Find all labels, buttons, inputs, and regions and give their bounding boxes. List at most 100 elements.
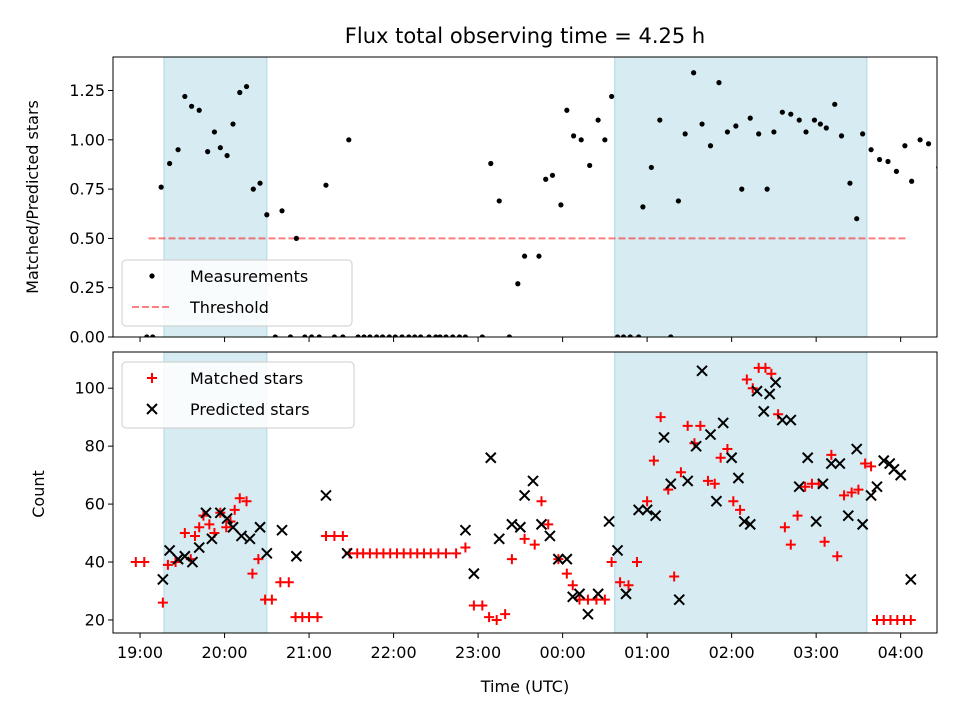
data-point: [620, 588, 632, 600]
data-point: [234, 493, 245, 504]
data-point: [648, 164, 654, 171]
data-point: [316, 334, 322, 337]
data-point: [247, 568, 258, 579]
data-point: [578, 137, 584, 143]
data-point: [945, 133, 950, 138]
data-point: [361, 334, 367, 337]
data-point: [139, 557, 150, 568]
data-point: [655, 412, 666, 423]
data-point: [484, 612, 495, 623]
data-point: [631, 557, 642, 568]
data-point: [771, 129, 777, 135]
data-point: [810, 515, 822, 528]
data-point: [304, 612, 315, 623]
data-point: [764, 186, 770, 192]
data-point: [657, 117, 663, 123]
data-point: [739, 186, 745, 192]
data-point: [500, 609, 511, 620]
data-point: [172, 553, 184, 565]
data-point: [682, 420, 693, 431]
data-point: [254, 521, 266, 533]
data-point: [227, 521, 239, 533]
data-point: [658, 431, 670, 444]
data-point: [620, 334, 627, 337]
data-point: [279, 208, 285, 214]
legend-label: Measurements: [190, 267, 308, 286]
y-tick-label: 0.00: [69, 328, 105, 347]
data-point: [773, 409, 784, 420]
data-point: [756, 131, 762, 137]
data-point: [760, 362, 771, 373]
data-point: [506, 518, 518, 531]
data-point: [675, 467, 686, 478]
x-tick-label: 01:00: [624, 643, 670, 662]
data-point: [763, 388, 776, 400]
data-point: [779, 522, 790, 533]
data-point: [250, 186, 256, 192]
data-point: [479, 334, 485, 337]
data-point: [468, 600, 479, 611]
x-tick-label: 19:00: [117, 643, 163, 662]
data-point: [832, 101, 838, 107]
data-point: [735, 504, 746, 515]
data-point: [602, 137, 608, 143]
y-tick-label: 1.00: [69, 130, 105, 149]
data-point: [144, 334, 150, 337]
data-point: [632, 504, 645, 516]
chart-title: Flux total observing time = 4.25 h: [345, 24, 705, 48]
data-point: [418, 334, 424, 337]
data-point: [819, 536, 830, 547]
data-point: [275, 577, 286, 588]
data-point: [838, 133, 845, 139]
data-point: [606, 557, 617, 568]
top-panel: 0.00 0.25 0.50 0.75 1.00 1.25 Measurements Thre…: [69, 56, 950, 347]
data-point: [224, 152, 230, 159]
data-point: [426, 334, 432, 337]
data-point: [221, 512, 233, 525]
data-point: [894, 469, 907, 481]
data-point: [570, 133, 577, 139]
data-point: [769, 376, 782, 389]
data-point: [709, 478, 720, 489]
data-point: [733, 123, 739, 129]
data-point: [860, 458, 871, 469]
data-point: [561, 553, 573, 565]
data-point: [636, 334, 642, 337]
data-point: [751, 385, 763, 397]
data-point: [515, 281, 521, 287]
data-point: [521, 253, 528, 259]
data-point: [823, 125, 829, 131]
x-axis-label: Time (UTC): [480, 677, 569, 696]
data-point: [885, 158, 891, 165]
data-point: [406, 334, 412, 337]
data-point: [592, 588, 604, 600]
data-point: [346, 137, 352, 143]
data-point: [691, 70, 697, 76]
data-point: [803, 129, 809, 135]
data-point: [788, 111, 794, 117]
data-point: [564, 107, 570, 113]
data-point: [506, 554, 517, 565]
data-point: [496, 198, 502, 204]
data-point: [871, 480, 883, 493]
legend-box: [121, 259, 353, 327]
y-tick-label: 20: [85, 610, 105, 629]
data-point: [725, 452, 738, 464]
data-point: [459, 524, 472, 536]
data-point: [341, 547, 353, 560]
y-tick-label: 100: [74, 379, 105, 398]
x-tick-label: 20:00: [202, 643, 248, 662]
data-point: [290, 550, 303, 562]
data-point: [386, 334, 392, 337]
data-point: [744, 518, 756, 531]
data-point: [519, 533, 530, 544]
data-point: [460, 542, 471, 553]
data-point: [853, 484, 864, 495]
data-point: [329, 530, 340, 541]
data-point: [905, 573, 917, 586]
data-point: [450, 334, 456, 337]
legend-label: Matched stars: [190, 369, 303, 388]
data-point: [641, 504, 653, 516]
bottom-panel: 20 40 60 80 100 19:00 20:00 21:00 22:00 23:00 00:0…: [74, 351, 938, 662]
data-point: [230, 121, 236, 127]
